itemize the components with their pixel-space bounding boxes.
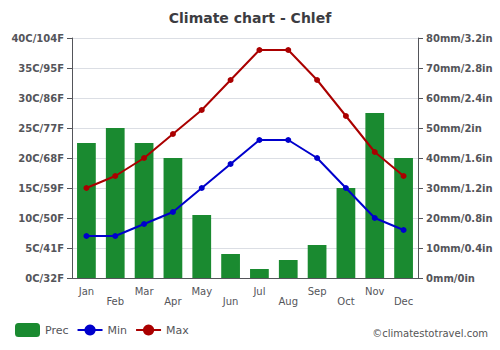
svg-text:15C/59F: 15C/59F: [18, 183, 64, 194]
svg-text:50mm/2in: 50mm/2in: [426, 123, 482, 134]
svg-text:Jul: Jul: [252, 286, 265, 297]
svg-text:40mm/1.6in: 40mm/1.6in: [426, 153, 493, 164]
svg-text:40C/104F: 40C/104F: [11, 33, 64, 44]
svg-text:25C/77F: 25C/77F: [18, 123, 64, 134]
svg-text:70mm/2.8in: 70mm/2.8in: [426, 63, 493, 74]
svg-text:80mm/3.2in: 80mm/3.2in: [426, 33, 493, 44]
svg-text:20C/68F: 20C/68F: [18, 153, 64, 164]
svg-text:10C/50F: 10C/50F: [18, 213, 64, 224]
svg-text:Jun: Jun: [222, 296, 239, 307]
svg-text:0mm/0in: 0mm/0in: [426, 273, 475, 284]
svg-text:Aug: Aug: [278, 296, 298, 307]
svg-text:Climate chart - Chlef: Climate chart - Chlef: [169, 10, 332, 26]
svg-text:Max: Max: [166, 324, 189, 337]
svg-text:Oct: Oct: [337, 296, 354, 307]
svg-text:Mar: Mar: [135, 286, 155, 297]
svg-text:Nov: Nov: [365, 286, 385, 297]
svg-text:5C/41F: 5C/41F: [25, 243, 64, 254]
svg-text:10mm/0.4in: 10mm/0.4in: [426, 243, 493, 254]
svg-text:20mm/0.8in: 20mm/0.8in: [426, 213, 493, 224]
svg-text:30C/86F: 30C/86F: [18, 93, 64, 104]
svg-text:Jan: Jan: [78, 286, 94, 297]
svg-text:35C/95F: 35C/95F: [18, 63, 64, 74]
svg-text:May: May: [191, 286, 212, 297]
svg-text:0C/32F: 0C/32F: [25, 273, 64, 284]
svg-text:Min: Min: [108, 324, 128, 337]
svg-text:30mm/1.2in: 30mm/1.2in: [426, 183, 493, 194]
svg-text:60mm/2.4in: 60mm/2.4in: [426, 93, 493, 104]
svg-text:Prec: Prec: [45, 324, 69, 337]
svg-text:©climatestotravel.com: ©climatestotravel.com: [372, 328, 488, 339]
svg-text:Apr: Apr: [164, 296, 182, 307]
svg-text:Feb: Feb: [106, 296, 124, 307]
svg-text:Sep: Sep: [308, 286, 327, 297]
svg-text:Dec: Dec: [394, 296, 413, 307]
